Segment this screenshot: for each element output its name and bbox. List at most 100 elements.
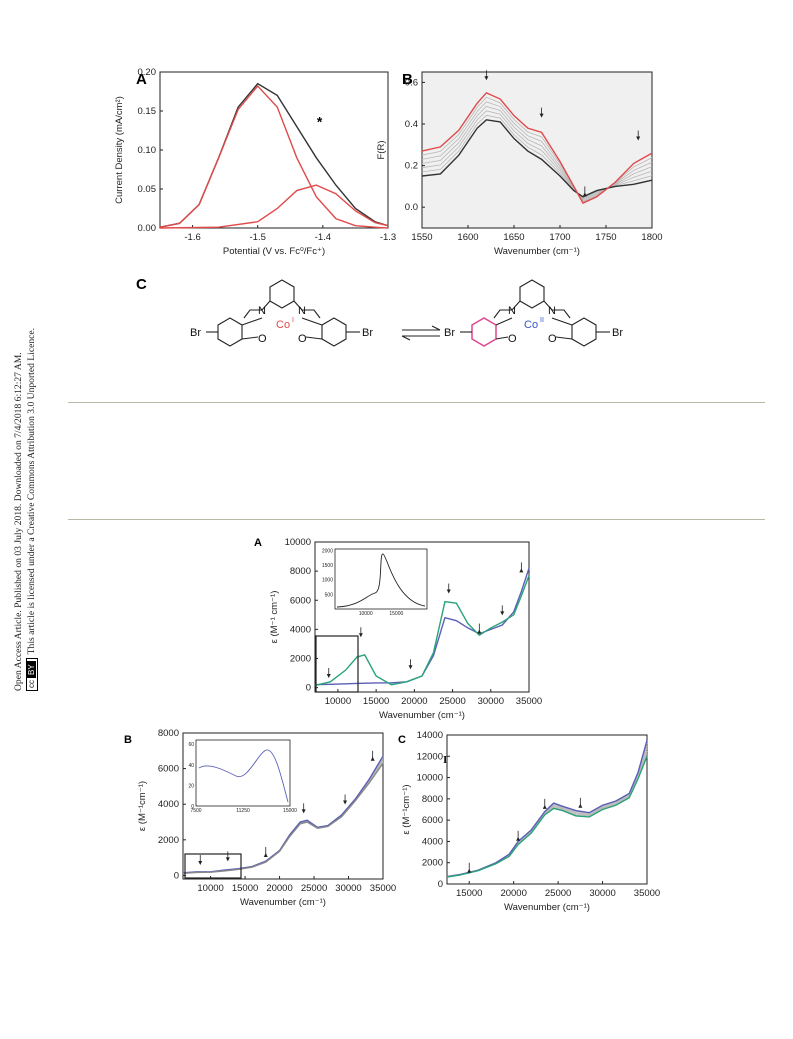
- scheme-left-n2: N: [298, 305, 306, 317]
- y-tick-label: 0: [438, 879, 443, 890]
- trend-arrow-head: [539, 113, 544, 118]
- scheme-right-br2: Br: [612, 327, 623, 339]
- scheme-right-n2: N: [548, 305, 556, 317]
- y-tick-label: 10000: [417, 773, 443, 784]
- y-tick-label: 0.00: [138, 223, 157, 234]
- inset-y-tick-label: 40: [188, 763, 194, 769]
- x-tick-label: -1.6: [184, 232, 200, 243]
- series-line: [421, 119, 653, 198]
- y-tick-label: 0.2: [405, 161, 418, 172]
- scheme-right-o1: O: [508, 333, 517, 345]
- scheme-left-br1: Br: [190, 327, 201, 339]
- inset-y-tick-label: 20: [188, 783, 194, 789]
- x-tick-label: 25000: [439, 696, 465, 707]
- x-tick-label: 1750: [595, 232, 616, 243]
- x-axis-label: Wavenumber (cm⁻¹): [379, 710, 465, 721]
- series-line: [182, 755, 384, 874]
- inset-curve: [336, 553, 426, 608]
- trend-arrow-head: [467, 868, 472, 873]
- y-tick-label: 0.05: [138, 184, 157, 195]
- chart-bottom-A: 10000 15000 20000 25000 30000 35000 0 2000 4000 6…: [269, 537, 542, 721]
- chart-top-A: -1.6 -1.5 -1.4 -1.3 0.00 0.05 0.10 0.15 0.20 Pote…: [114, 67, 396, 257]
- y-tick-label: 2000: [290, 654, 311, 665]
- inset-x-tick-label: 15000: [283, 808, 297, 814]
- chart-bottom-C: 15000 20000 25000 30000 35000 0 2000 4000 6000 80…: [401, 730, 660, 913]
- panel-letter-top-a: A: [136, 71, 147, 88]
- x-tick-label: 1550: [411, 232, 432, 243]
- y-tick-label: 0: [174, 870, 179, 881]
- x-tick-label: -1.4: [315, 232, 331, 243]
- scheme-left-ox: I: [292, 317, 294, 324]
- plot-frame: [421, 71, 653, 229]
- y-tick-label: 8000: [158, 728, 179, 739]
- y-axis-label: Current Density (mA/cm²): [114, 96, 125, 204]
- x-axis-label: Wavenumber (cm⁻¹): [240, 897, 326, 908]
- y-tick-label: 0: [306, 683, 311, 694]
- reaction-scheme: [206, 279, 610, 347]
- y-tick-label: 2000: [422, 858, 443, 869]
- trend-arrow-head: [516, 836, 521, 841]
- x-tick-label: 30000: [478, 696, 504, 707]
- scheme-left-n1: N: [258, 305, 266, 317]
- series-line: [182, 762, 384, 875]
- trend-arrow-head: [408, 665, 413, 670]
- x-tick-label: 1800: [641, 232, 662, 243]
- x-axis-label: Potential (V vs. Fc⁰/Fc⁺): [223, 246, 325, 257]
- trend-arrow-head: [225, 857, 230, 862]
- scheme-right-br1: Br: [444, 327, 455, 339]
- trend-arrow-head: [477, 629, 482, 634]
- inset-frame: [195, 739, 291, 807]
- inset-x-tick-label: 7500: [190, 808, 201, 814]
- y-tick-label: 6000: [422, 815, 443, 826]
- y-tick-label: 12000: [417, 751, 443, 762]
- divider-top: [68, 402, 765, 403]
- series-line: [446, 740, 648, 878]
- plot-frame: [159, 71, 389, 229]
- trend-arrow-head: [446, 589, 451, 594]
- x-tick-label: 30000: [335, 883, 361, 894]
- series-line: [421, 91, 653, 204]
- y-tick-label: 0.20: [138, 67, 157, 78]
- inset-x-tick-label: 15000: [389, 611, 403, 617]
- inset-y-tick-label: 2000: [322, 548, 333, 554]
- equilibrium-arrows: [401, 325, 441, 341]
- scheme-left-o1: O: [258, 333, 267, 345]
- zoom-region-box: [315, 635, 359, 693]
- y-tick-label: 8000: [422, 794, 443, 805]
- trend-arrow-head: [263, 852, 268, 857]
- y-axis-label: ε (M⁻¹cm⁻¹): [137, 781, 148, 831]
- panel-letter-bottom-a: A: [254, 537, 262, 549]
- trend-arrow-head: [636, 136, 641, 141]
- y-tick-label: 0.15: [138, 106, 157, 117]
- chart-bottom-B: 10000 15000 20000 25000 30000 35000 0 2000 4000 6…: [137, 728, 396, 908]
- trend-arrow-head: [542, 804, 547, 809]
- inset-y-tick-label: 0: [191, 804, 194, 810]
- x-tick-label: 1650: [503, 232, 524, 243]
- trend-arrow-head: [370, 756, 375, 761]
- x-tick-label: 15000: [456, 888, 482, 899]
- chart-top-B: 1550 1600 1650 1700 1750 1800 0.0 0.2 0.4 0.6 Wave…: [376, 70, 663, 257]
- y-tick-label: 4000: [158, 799, 179, 810]
- y-tick-label: 0.10: [138, 145, 157, 156]
- zoom-region-box: [184, 853, 242, 879]
- x-axis-label: Wavenumber (cm⁻¹): [494, 246, 580, 257]
- x-tick-label: 20000: [266, 883, 292, 894]
- trend-arrow-head: [582, 192, 587, 197]
- x-tick-label: 20000: [401, 696, 427, 707]
- scheme-right-n1: N: [508, 305, 516, 317]
- series-line: [159, 184, 389, 229]
- inset-x-tick-label: 10000: [359, 611, 373, 617]
- x-tick-label: 10000: [325, 696, 351, 707]
- trend-arrow-head: [301, 809, 306, 814]
- x-tick-label: -1.3: [380, 232, 396, 243]
- y-tick-label: 4000: [422, 836, 443, 847]
- trend-arrow-head: [519, 568, 524, 573]
- y-tick-label: 4000: [290, 624, 311, 635]
- scheme-left-br2: Br: [362, 327, 373, 339]
- inset-y-tick-label: 1000: [322, 578, 333, 584]
- y-tick-label: 10000: [285, 537, 311, 548]
- y-tick-label: 14000: [417, 730, 443, 741]
- y-tick-label: 0.4: [405, 119, 418, 130]
- x-tick-label: 30000: [589, 888, 615, 899]
